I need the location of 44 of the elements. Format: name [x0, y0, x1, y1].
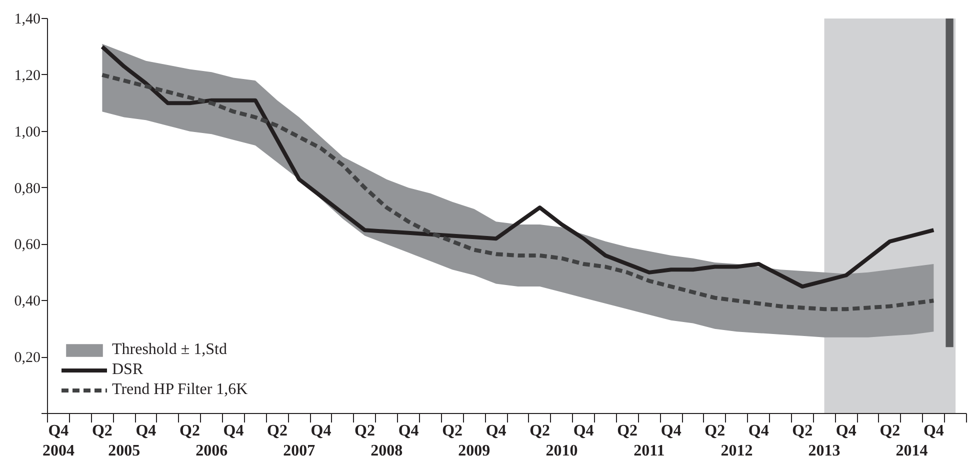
- y-tick-label: 1,20: [14, 68, 40, 84]
- x-tick-label: Q4: [923, 422, 944, 440]
- x-tick-label: Q4: [398, 422, 419, 440]
- text: 2005: [108, 442, 140, 458]
- legend-label: Threshold ± 1,Std: [112, 341, 227, 359]
- y-tick-label: 1,40: [14, 12, 40, 28]
- x-tick-label: Q4: [48, 422, 69, 440]
- text: 2012: [720, 442, 753, 458]
- x-tick-label: Q2: [180, 422, 200, 440]
- x-tick-label: Q4: [310, 422, 332, 440]
- x-tick-label: Q2: [92, 422, 112, 440]
- x-tick-label: Q2: [792, 422, 813, 440]
- line-series: [100, 72, 936, 312]
- y-tick-label: 0,40: [14, 294, 40, 310]
- line-series: [100, 44, 936, 289]
- x-tick-label: Q4: [836, 422, 856, 440]
- x-tick-label: Q4: [748, 422, 769, 440]
- x-tick-label: Q2: [880, 422, 900, 440]
- text: 2013: [808, 442, 840, 458]
- text: 2006: [196, 442, 228, 458]
- x-tick-label: Q4: [223, 422, 244, 440]
- x-tick-label: Q2: [267, 422, 288, 440]
- text: 2011: [634, 442, 665, 458]
- y-tick-label: 0,20: [14, 350, 40, 366]
- x-tick-label: Q4: [660, 422, 682, 440]
- x-tick-label: Q2: [442, 422, 463, 440]
- x-tick-label: Q2: [704, 422, 726, 440]
- x-tick-label: Q4: [486, 422, 506, 440]
- x-tick-label: Q2: [530, 422, 550, 440]
- x-tick-label: Q4: [136, 422, 156, 440]
- text: 2014: [896, 442, 928, 458]
- x-tick-label: Q4: [573, 422, 594, 440]
- y-tick-label: 0,80: [14, 180, 40, 197]
- x-tick-label: Q2: [617, 422, 638, 440]
- legend-label: DSR: [112, 361, 144, 379]
- x-tick-label: Q2: [354, 422, 376, 440]
- text: 2010: [546, 442, 578, 458]
- y-tick-label: 0,60: [14, 237, 40, 254]
- y-tick-label: 1,00: [14, 124, 40, 140]
- text: 2008: [370, 442, 403, 458]
- text: 2007: [283, 442, 316, 458]
- text: 2004: [42, 442, 74, 458]
- legend-label: Trend HP Filter 1,6K: [112, 381, 248, 399]
- text: 2009: [458, 442, 490, 458]
